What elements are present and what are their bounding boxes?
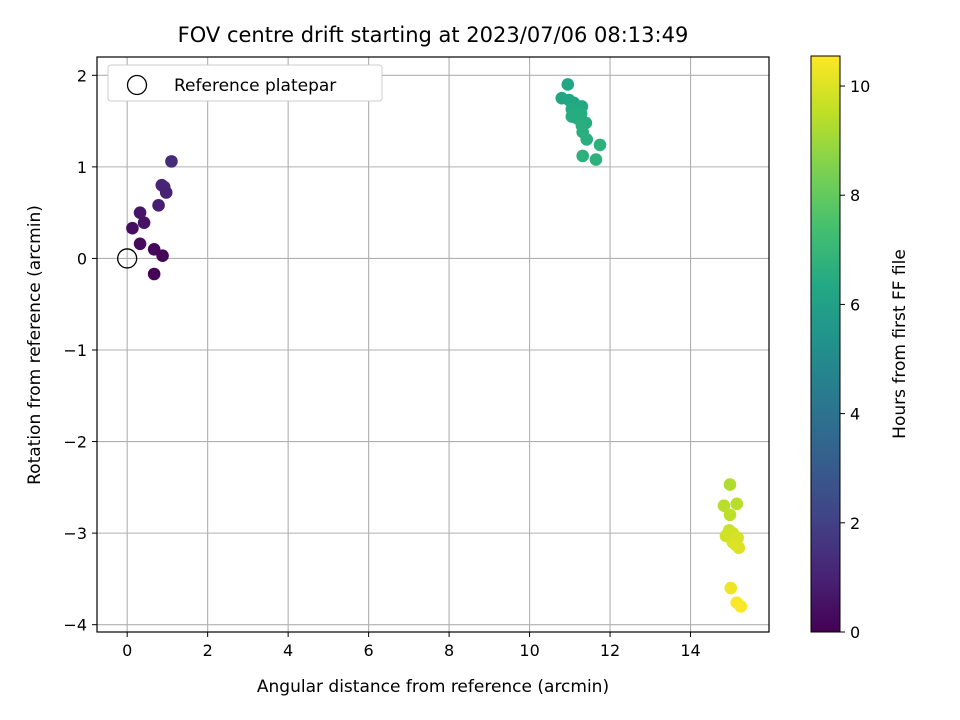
- legend-label: Reference platepar: [174, 76, 336, 96]
- data-point: [732, 541, 746, 555]
- x-axis-ticks: 0 2 4 6 8 10 12 14: [122, 632, 701, 660]
- data-point: [133, 237, 147, 251]
- y-tick-label: 1: [77, 158, 87, 177]
- colorbar-ticks: 0 2 4 6 8 10: [840, 77, 870, 642]
- data-point: [730, 497, 744, 511]
- colorbar-gradient: [810, 55, 841, 633]
- plot-frame: [96, 56, 770, 633]
- grid-lines: [97, 57, 769, 632]
- y-tick-label: 2: [77, 66, 87, 85]
- data-point: [723, 478, 737, 491]
- data-point: [717, 499, 731, 512]
- colorbar-tick-label: 8: [850, 186, 860, 205]
- legend: Reference platepar: [107, 64, 383, 102]
- data-point: [159, 186, 173, 199]
- chart-title: FOV centre drift starting at 2023/07/06 …: [178, 23, 689, 47]
- y-tick-label: 0: [77, 249, 87, 268]
- x-tick-label: 8: [444, 641, 454, 660]
- colorbar-tick-label: 0: [850, 623, 860, 642]
- data-point: [126, 221, 139, 235]
- data-point: [724, 581, 738, 595]
- legend-box: [107, 64, 383, 102]
- colorbar-tick-label: 2: [850, 514, 860, 533]
- data-point: [137, 216, 151, 230]
- x-tick-label: 0: [122, 641, 132, 660]
- x-axis-label: Angular distance from reference (arcmin): [257, 677, 609, 697]
- colorbar-tick-label: 10: [850, 77, 870, 96]
- data-point: [133, 206, 147, 219]
- data-points: [126, 78, 748, 613]
- y-tick-label: −3: [63, 524, 87, 543]
- x-tick-label: 2: [203, 641, 213, 660]
- y-tick-label: −2: [63, 433, 87, 452]
- colorbar-label: Hours from first FF file: [890, 249, 910, 439]
- colorbar: 0 2 4 6 8 10 Hours from first FF file: [810, 55, 910, 642]
- colorbar-tick-label: 6: [850, 295, 860, 314]
- x-tick-label: 6: [364, 641, 374, 660]
- legend-marker-icon: [126, 74, 148, 96]
- data-point: [723, 508, 737, 522]
- data-point: [593, 138, 607, 152]
- y-tick-label: −4: [63, 616, 87, 635]
- data-point: [156, 249, 169, 262]
- y-axis-label: Rotation from reference (arcmin): [25, 205, 45, 485]
- y-tick-label: −1: [63, 341, 87, 360]
- x-tick-label: 4: [283, 641, 293, 660]
- data-point: [734, 600, 748, 613]
- data-point: [147, 267, 161, 281]
- data-point: [580, 133, 594, 146]
- x-tick-label: 10: [519, 641, 539, 660]
- x-tick-label: 12: [600, 641, 620, 660]
- data-point: [576, 149, 589, 163]
- data-point: [165, 155, 178, 168]
- reference-marker: [117, 248, 138, 269]
- colorbar-tick-label: 4: [850, 405, 860, 424]
- x-tick-label: 14: [680, 641, 700, 660]
- data-point: [589, 153, 603, 166]
- data-point: [561, 78, 575, 91]
- reference-point: [117, 248, 138, 269]
- data-point: [152, 199, 165, 212]
- y-axis-ticks: −4 −3 −2 −1 0 1 2: [63, 66, 97, 635]
